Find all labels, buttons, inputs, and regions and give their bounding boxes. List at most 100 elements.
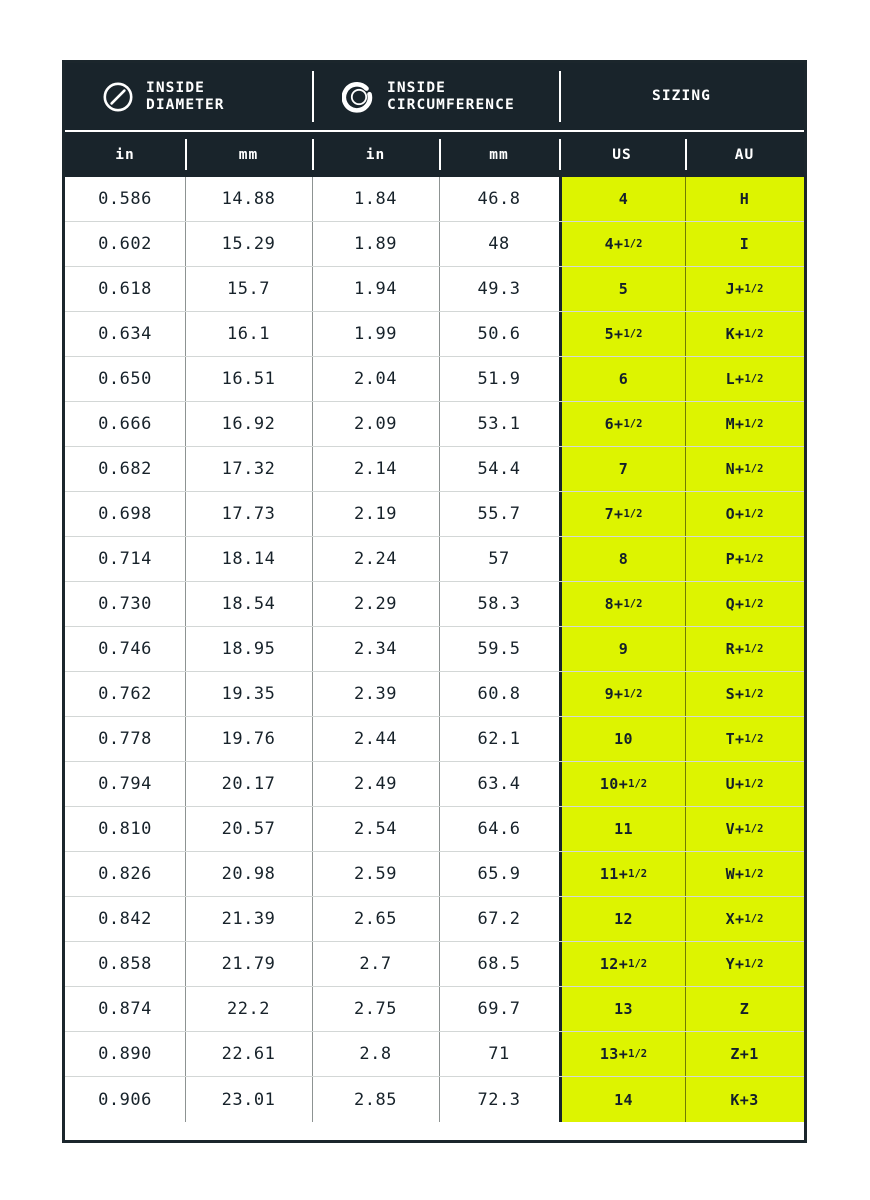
cell-us-size: 7 (559, 447, 685, 491)
cell-diameter-mm: 18.54 (185, 582, 312, 626)
cell-diameter-mm: 18.14 (185, 537, 312, 581)
cell-circumference-in: 2.59 (312, 852, 439, 896)
cell-diameter-in: 0.810 (65, 807, 185, 851)
table-row: 0.826 20.98 2.59 65.9 11+ 1/2 W+ 1/2 (65, 852, 804, 897)
header-group-inside-diameter: INSIDE DIAMETER (65, 63, 312, 130)
cell-diameter-mm: 18.95 (185, 627, 312, 671)
cell-us-size: 9+ 1/2 (559, 672, 685, 716)
cell-us-size: 10+ 1/2 (559, 762, 685, 806)
cell-circumference-in: 2.44 (312, 717, 439, 761)
cell-circumference-mm: 68.5 (439, 942, 559, 986)
cell-diameter-in: 0.890 (65, 1032, 185, 1076)
cell-us-size: 6 (559, 357, 685, 401)
header-label-sizing: SIZING (652, 88, 711, 104)
cell-circumference-in: 2.34 (312, 627, 439, 671)
cell-us-size: 9 (559, 627, 685, 671)
cell-diameter-in: 0.826 (65, 852, 185, 896)
cell-diameter-mm: 17.73 (185, 492, 312, 536)
cell-circumference-in: 2.09 (312, 402, 439, 446)
table-row: 0.858 21.79 2.7 68.5 12+ 1/2 Y+ 1/2 (65, 942, 804, 987)
table-row: 0.634 16.1 1.99 50.6 5+ 1/2 K+ 1/2 (65, 312, 804, 357)
cell-diameter-mm: 14.88 (185, 177, 312, 221)
header-group-inside-circumference: INSIDE CIRCUMFERENCE (312, 63, 559, 130)
cell-circumference-mm: 60.8 (439, 672, 559, 716)
cell-us-size: 10 (559, 717, 685, 761)
table-row: 0.842 21.39 2.65 67.2 12 X+ 1/2 (65, 897, 804, 942)
cell-us-size: 13+ 1/2 (559, 1032, 685, 1076)
cell-circumference-in: 2.54 (312, 807, 439, 851)
cell-au-size: W+ 1/2 (685, 852, 804, 896)
cell-diameter-mm: 20.98 (185, 852, 312, 896)
cell-circumference-mm: 62.1 (439, 717, 559, 761)
cell-circumference-mm: 63.4 (439, 762, 559, 806)
cell-circumference-in: 1.99 (312, 312, 439, 356)
cell-us-size: 8 (559, 537, 685, 581)
cell-au-size: V+ 1/2 (685, 807, 804, 851)
cell-au-size: K+3 (685, 1077, 804, 1122)
cell-diameter-mm: 16.51 (185, 357, 312, 401)
cell-circumference-mm: 54.4 (439, 447, 559, 491)
cell-au-size: Q+ 1/2 (685, 582, 804, 626)
cell-us-size: 5 (559, 267, 685, 311)
cell-us-size: 4+ 1/2 (559, 222, 685, 266)
cell-circumference-in: 2.8 (312, 1032, 439, 1076)
column-header-diameter-in: in (115, 146, 135, 163)
table-header-units: in mm in mm US AU (65, 132, 804, 177)
cell-circumference-mm: 53.1 (439, 402, 559, 446)
table-body: 0.586 14.88 1.84 46.8 4 H 0.602 15.29 1.89 48 4+ 1/… (65, 177, 804, 1122)
cell-diameter-in: 0.746 (65, 627, 185, 671)
cell-au-size: Z+1 (685, 1032, 804, 1076)
cell-au-size: N+ 1/2 (685, 447, 804, 491)
ring-size-table: INSIDE DIAMETER INSIDE CIRCUMFERENCE SIZ… (62, 60, 807, 1143)
column-header-circumference-in: in (312, 132, 439, 177)
cell-circumference-in: 2.85 (312, 1077, 439, 1122)
cell-diameter-mm: 15.7 (185, 267, 312, 311)
cell-circumference-mm: 67.2 (439, 897, 559, 941)
cell-diameter-in: 0.874 (65, 987, 185, 1031)
cell-circumference-mm: 46.8 (439, 177, 559, 221)
table-row: 0.730 18.54 2.29 58.3 8+ 1/2 Q+ 1/2 (65, 582, 804, 627)
cell-us-size: 4 (559, 177, 685, 221)
table-row: 0.714 18.14 2.24 57 8 P+ 1/2 (65, 537, 804, 582)
header-group-sizing: SIZING (559, 63, 804, 130)
cell-us-size: 14 (559, 1077, 685, 1122)
cell-au-size: K+ 1/2 (685, 312, 804, 356)
cell-au-size: X+ 1/2 (685, 897, 804, 941)
cell-circumference-in: 1.89 (312, 222, 439, 266)
cell-diameter-mm: 17.32 (185, 447, 312, 491)
cell-au-size: P+ 1/2 (685, 537, 804, 581)
cell-circumference-in: 2.75 (312, 987, 439, 1031)
column-header-us-size: US (559, 132, 685, 177)
cell-circumference-mm: 48 (439, 222, 559, 266)
cell-au-size: T+ 1/2 (685, 717, 804, 761)
column-header-circumference-mm: mm (439, 132, 559, 177)
cell-us-size: 5+ 1/2 (559, 312, 685, 356)
cell-au-size: S+ 1/2 (685, 672, 804, 716)
cell-us-size: 6+ 1/2 (559, 402, 685, 446)
cell-circumference-in: 2.24 (312, 537, 439, 581)
cell-circumference-in: 1.94 (312, 267, 439, 311)
cell-circumference-mm: 51.9 (439, 357, 559, 401)
cell-us-size: 11 (559, 807, 685, 851)
cell-diameter-in: 0.618 (65, 267, 185, 311)
cell-diameter-in: 0.602 (65, 222, 185, 266)
cell-us-size: 12 (559, 897, 685, 941)
cell-circumference-mm: 64.6 (439, 807, 559, 851)
cell-au-size: L+ 1/2 (685, 357, 804, 401)
cell-diameter-in: 0.586 (65, 177, 185, 221)
cell-circumference-mm: 59.5 (439, 627, 559, 671)
cell-us-size: 8+ 1/2 (559, 582, 685, 626)
cell-au-size: R+ 1/2 (685, 627, 804, 671)
table-row: 0.746 18.95 2.34 59.5 9 R+ 1/2 (65, 627, 804, 672)
cell-diameter-in: 0.842 (65, 897, 185, 941)
cell-diameter-mm: 15.29 (185, 222, 312, 266)
cell-au-size: Y+ 1/2 (685, 942, 804, 986)
cell-diameter-mm: 22.61 (185, 1032, 312, 1076)
cell-diameter-in: 0.650 (65, 357, 185, 401)
cell-circumference-mm: 57 (439, 537, 559, 581)
cell-circumference-mm: 71 (439, 1032, 559, 1076)
table-row: 0.586 14.88 1.84 46.8 4 H (65, 177, 804, 222)
cell-diameter-in: 0.634 (65, 312, 185, 356)
cell-au-size: I (685, 222, 804, 266)
